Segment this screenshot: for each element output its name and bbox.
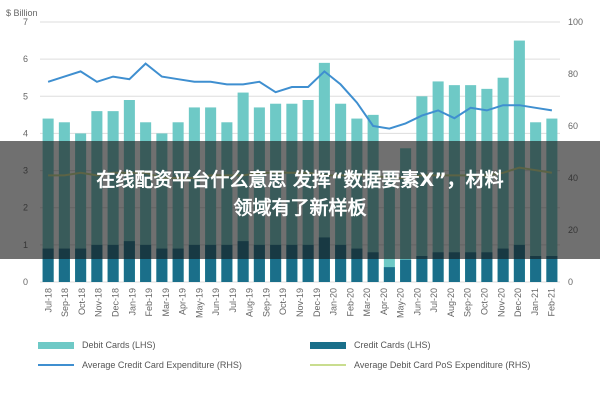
bar-credit <box>448 252 460 282</box>
bar-credit <box>481 252 493 282</box>
x-tick-label: Dec-20 <box>513 288 523 317</box>
bar-credit <box>75 248 87 282</box>
x-tick-label: Feb-21 <box>547 288 557 317</box>
bar-credit <box>351 248 363 282</box>
y-right-tick-label: 0 <box>568 277 573 287</box>
legend-swatch-avg-debit-pos <box>310 364 346 366</box>
x-tick-label: Mar-19 <box>161 288 171 317</box>
legend-label-debit: Debit Cards (LHS) <box>82 340 156 350</box>
bar-credit <box>367 252 379 282</box>
x-tick-label: Oct-20 <box>480 288 490 315</box>
bar-credit <box>497 248 509 282</box>
bar-credit <box>156 248 168 282</box>
bar-credit <box>546 256 558 282</box>
x-tick-label: Apr-20 <box>379 288 389 315</box>
x-tick-label: Sep-19 <box>261 288 271 317</box>
x-tick-label: Nov-20 <box>496 288 506 317</box>
bar-credit <box>432 252 444 282</box>
x-tick-label: Oct-19 <box>278 288 288 315</box>
x-tick-label: Jan-19 <box>127 288 137 316</box>
x-tick-label: Dec-19 <box>312 288 322 317</box>
legend-swatch-credit <box>310 342 346 349</box>
bar-credit <box>286 244 298 282</box>
bar-credit <box>107 244 119 282</box>
bar-credit <box>383 267 395 282</box>
x-tick-label: Sep-18 <box>60 288 70 317</box>
x-tick-label: Dec-18 <box>110 288 120 317</box>
x-tick-label: Feb-19 <box>144 288 154 317</box>
units-label: $ Billion <box>6 8 38 18</box>
line-avg-credit <box>47 62 553 130</box>
bar-credit <box>91 244 103 282</box>
overlay-banner-line1: 在线配资平台什么意思 发挥“数据要素X”，材料 <box>96 169 504 191</box>
bar-credit <box>530 256 542 282</box>
legend-swatch-avg-credit <box>38 364 74 366</box>
overlay-banner-line2: 领域有了新样板 <box>233 197 367 219</box>
x-tick-label: Apr-19 <box>178 288 188 315</box>
x-tick-label: Aug-20 <box>446 288 456 317</box>
y-right-tick-label: 60 <box>568 121 578 131</box>
y-left-tick-label: 4 <box>23 128 28 138</box>
legend-label-avg-credit: Average Credit Card Expenditure (RHS) <box>82 360 242 370</box>
bar-credit <box>318 237 330 282</box>
x-tick-label: Jul-19 <box>228 288 238 313</box>
x-tick-label: Jan-21 <box>530 288 540 316</box>
x-tick-label: Jul-20 <box>429 288 439 313</box>
bar-credit <box>416 256 428 282</box>
x-tick-label: Nov-19 <box>295 288 305 317</box>
bar-credit <box>123 241 135 282</box>
x-tick-label: Mar-20 <box>362 288 372 317</box>
x-tick-label: Aug-19 <box>245 288 255 317</box>
x-tick-label: May-19 <box>194 288 204 318</box>
bar-credit <box>58 248 70 282</box>
bar-credit <box>335 244 347 282</box>
x-tick-label: Jul-18 <box>43 288 53 313</box>
chart-legend: Debit Cards (LHS) Credit Cards (LHS) Ave… <box>38 338 578 398</box>
bar-credit <box>465 252 477 282</box>
overlay-banner <box>0 141 600 259</box>
x-tick-label: Jun-19 <box>211 288 221 316</box>
bar-credit <box>302 244 314 282</box>
bar-credit <box>140 244 152 282</box>
legend-swatch-debit <box>38 342 74 349</box>
x-tick-label: Feb-20 <box>345 288 355 317</box>
x-tick-label: Nov-18 <box>94 288 104 317</box>
bar-credit <box>400 259 412 282</box>
y-right-tick-label: 80 <box>568 69 578 79</box>
bar-credit <box>172 248 184 282</box>
x-tick-label: May-20 <box>396 288 406 318</box>
bar-credit <box>253 244 265 282</box>
x-tick-label: Jun-20 <box>412 288 422 316</box>
y-left-tick-label: 7 <box>23 17 28 27</box>
y-left-tick-label: 5 <box>23 91 28 101</box>
bar-credit <box>237 241 249 282</box>
x-tick-label: Sep-20 <box>463 288 473 317</box>
bar-credit <box>513 244 525 282</box>
x-tick-label: Jan-20 <box>329 288 339 316</box>
y-right-tick-label: 100 <box>568 17 583 27</box>
y-left-tick-label: 0 <box>23 277 28 287</box>
bar-credit <box>221 244 233 282</box>
bar-credit <box>42 248 54 282</box>
overlay-banner-text: 在线配资平台什么意思 发挥“数据要素X”，材料 领域有了新样板 <box>0 166 600 222</box>
legend-label-avg-debit-pos: Average Debit Card PoS Expenditure (RHS) <box>354 360 531 370</box>
bar-credit <box>270 244 282 282</box>
legend-label-credit: Credit Cards (LHS) <box>354 340 431 350</box>
y-left-tick-label: 6 <box>23 54 28 64</box>
bar-credit <box>188 244 200 282</box>
x-tick-label: Oct-18 <box>77 288 87 315</box>
bar-credit <box>205 244 217 282</box>
